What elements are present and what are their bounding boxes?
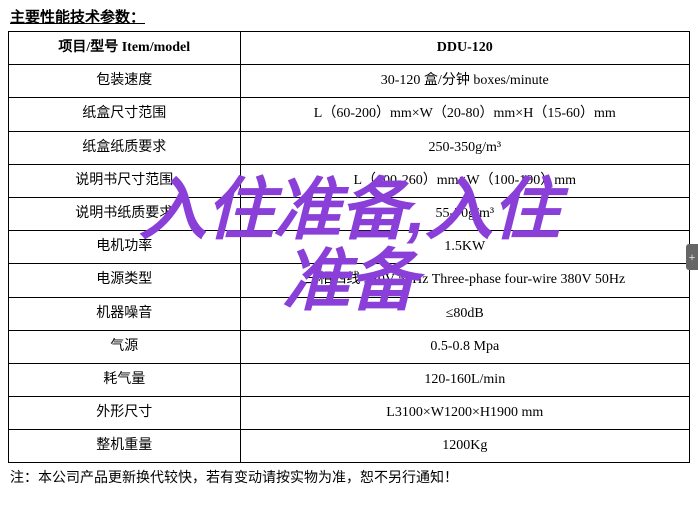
- table-row: 说明书纸质要求 55-70g/m³: [9, 197, 690, 230]
- table-row: 纸盒尺寸范围 L（60-200）mm×W（20-80）mm×H（15-60）mm: [9, 98, 690, 131]
- table-row: 电源类型 三相四线 380V 50Hz Three-phase four-wir…: [9, 264, 690, 297]
- table-header-row: 项目/型号 Item/model DDU-120: [9, 32, 690, 65]
- table-row: 整机重量 1200Kg: [9, 430, 690, 463]
- row-value: 0.5-0.8 Mpa: [240, 330, 689, 363]
- row-label: 气源: [9, 330, 241, 363]
- row-label: 整机重量: [9, 430, 241, 463]
- table-row: 气源 0.5-0.8 Mpa: [9, 330, 690, 363]
- row-label: 电源类型: [9, 264, 241, 297]
- table-row: 电机功率 1.5KW: [9, 231, 690, 264]
- row-value: L（100-260）mm×W（100-190）mm: [240, 164, 689, 197]
- row-value: L3100×W1200×H1900 mm: [240, 397, 689, 430]
- table-row: 耗气量 120-160L/min: [9, 363, 690, 396]
- header-item: 项目/型号 Item/model: [9, 32, 241, 65]
- row-value: 三相四线 380V 50Hz Three-phase four-wire 380…: [240, 264, 689, 297]
- section-heading: 主要性能技术参数：: [8, 6, 690, 27]
- row-value: ≤80dB: [240, 297, 689, 330]
- row-value: L（60-200）mm×W（20-80）mm×H（15-60）mm: [240, 98, 689, 131]
- table-row: 纸盒纸质要求 250-350g/m³: [9, 131, 690, 164]
- table-row: 机器噪音 ≤80dB: [9, 297, 690, 330]
- row-label: 包装速度: [9, 65, 241, 98]
- spec-table: 项目/型号 Item/model DDU-120 包装速度 30-120 盒/分…: [8, 31, 690, 463]
- table-row: 外形尺寸 L3100×W1200×H1900 mm: [9, 397, 690, 430]
- row-value: 1200Kg: [240, 430, 689, 463]
- footnote: 注：本公司产品更新换代较快，若有变动请按实物为准，恕不另行通知！: [8, 467, 690, 487]
- row-value: 55-70g/m³: [240, 197, 689, 230]
- table-row: 包装速度 30-120 盒/分钟 boxes/minute: [9, 65, 690, 98]
- row-label: 说明书纸质要求: [9, 197, 241, 230]
- row-value: 30-120 盒/分钟 boxes/minute: [240, 65, 689, 98]
- row-label: 外形尺寸: [9, 397, 241, 430]
- row-label: 说明书尺寸范围: [9, 164, 241, 197]
- row-label: 耗气量: [9, 363, 241, 396]
- row-value: 250-350g/m³: [240, 131, 689, 164]
- row-value: 1.5KW: [240, 231, 689, 264]
- header-model: DDU-120: [240, 32, 689, 65]
- row-label: 纸盒尺寸范围: [9, 98, 241, 131]
- row-label: 纸盒纸质要求: [9, 131, 241, 164]
- row-label: 机器噪音: [9, 297, 241, 330]
- table-row: 说明书尺寸范围 L（100-260）mm×W（100-190）mm: [9, 164, 690, 197]
- side-expand-tab[interactable]: +: [686, 244, 698, 270]
- row-label: 电机功率: [9, 231, 241, 264]
- row-value: 120-160L/min: [240, 363, 689, 396]
